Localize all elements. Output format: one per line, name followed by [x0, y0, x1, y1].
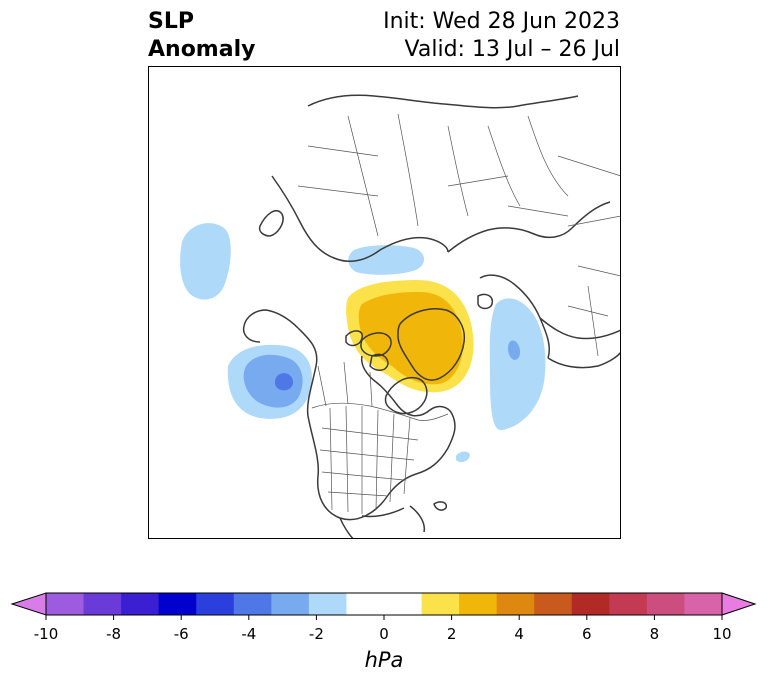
colorbar-tick-label: 8 [650, 625, 660, 643]
colorbar-extend-min [10, 592, 47, 616]
colorbar-unit: hPa [365, 648, 404, 672]
colorbar-cell [121, 593, 160, 615]
colorbar-tick-label: -8 [106, 625, 121, 643]
colorbar-cell [646, 593, 685, 615]
coastlines [242, 94, 621, 539]
title-line-1: SLP [148, 9, 194, 34]
colorbar-tick-label: -2 [309, 625, 324, 643]
colorbar-tick-label: 4 [514, 625, 524, 643]
colorbar-tick-label: -4 [241, 625, 256, 643]
political-boundaries [297, 113, 621, 514]
map-frame [148, 66, 621, 539]
forecast-dates: Init: Wed 28 Jun 2023 Valid: 13 Jul – 26… [383, 8, 620, 64]
colorbar-cell [158, 593, 197, 615]
map-title: SLP Anomaly [148, 8, 255, 64]
slp-anomaly-map [148, 66, 621, 539]
colorbar-cell [571, 593, 610, 615]
colorbar-tick-label: 0 [379, 625, 389, 643]
colorbar-cell [609, 593, 648, 615]
negative-anomaly-pacific-mid [243, 354, 303, 408]
negative-anomaly-atlantic-core [508, 340, 521, 360]
colorbar-ticks: -10 -8 -6 -4 -2 0 2 4 6 8 10 [34, 615, 732, 643]
colorbar-cell [308, 593, 347, 615]
positive-anomaly-inner [358, 292, 463, 385]
negative-anomaly-pacific-core [275, 373, 294, 391]
colorbar-cell [496, 593, 535, 615]
anomaly-contours [180, 223, 546, 463]
colorbar-tick-label: 6 [582, 625, 592, 643]
valid-range: Valid: 13 Jul – 26 Jul [404, 37, 620, 62]
colorbar-cell [271, 593, 310, 615]
colorbar-tick-label: -10 [34, 625, 59, 643]
colorbar-extend-max [721, 592, 757, 616]
colorbar-cell [196, 593, 235, 615]
negative-anomaly-atlantic [489, 298, 546, 431]
title-line-2: Anomaly [148, 37, 256, 62]
negative-anomaly-small [456, 451, 470, 463]
colorbar-cell [459, 593, 498, 615]
colorbar-cell [233, 593, 272, 615]
colorbar-tick-label: -6 [174, 625, 189, 643]
negative-anomaly-north-pacific [180, 223, 231, 300]
colorbar-cells [46, 593, 723, 615]
colorbar-cell [83, 593, 122, 615]
colorbar-cell [384, 593, 423, 615]
colorbar-cell [684, 593, 723, 615]
colorbar-cell [46, 593, 85, 615]
greenland-outline [397, 308, 466, 381]
colorbar: -10 -8 -6 -4 -2 0 2 4 6 8 10 hPa [10, 592, 757, 672]
colorbar-cell [346, 593, 385, 615]
colorbar-cell [534, 593, 573, 615]
colorbar-cell [421, 593, 460, 615]
init-date: Init: Wed 28 Jun 2023 [383, 9, 620, 34]
colorbar-tick-label: 2 [447, 625, 457, 643]
colorbar-tick-label: 10 [712, 625, 731, 643]
negative-anomaly-arctic [348, 245, 425, 275]
